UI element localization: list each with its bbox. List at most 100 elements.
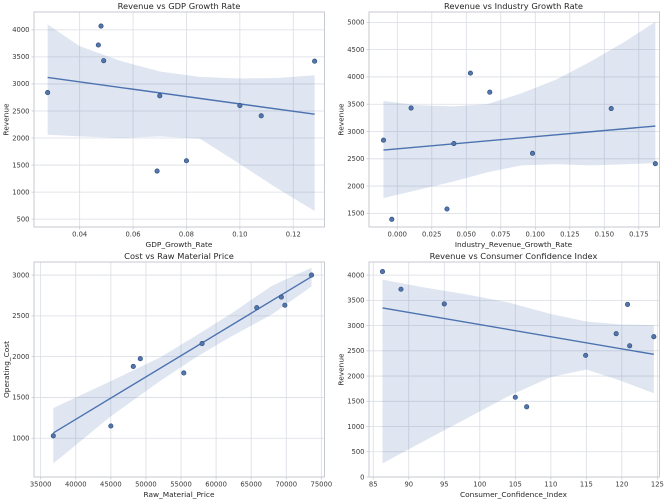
regression-line xyxy=(382,125,655,151)
y-tick-label: 0 xyxy=(360,473,364,481)
y-axis-label: Revenue xyxy=(336,353,346,386)
plot-border xyxy=(368,11,660,228)
x-tick-label: 0.100 xyxy=(525,231,544,239)
data-point xyxy=(523,404,529,410)
data-point xyxy=(512,394,518,400)
data-point xyxy=(613,331,619,337)
data-point xyxy=(95,42,101,48)
x-axis-label: Consumer_Confidence_Index xyxy=(460,490,567,499)
plot-area-revenue-vs-industry: 0.000 0.025 0.050 0.075 0.100 0.125 0.150 0.175… xyxy=(347,11,660,239)
y-tick-label: 500 xyxy=(351,448,364,456)
data-point xyxy=(137,356,143,362)
y-tick-label: 1500 xyxy=(12,394,29,402)
plot-area-revenue-vs-confidence: 85 90 95 100 105 110 115 120 125 0 500 1000 1500 2000… xyxy=(347,261,663,489)
x-tick-label: 75000 xyxy=(311,481,333,489)
confidence-band xyxy=(47,24,315,212)
x-tick-label: 115 xyxy=(579,481,592,489)
y-tick-label: 3500 xyxy=(347,101,364,109)
x-tick-label: 0.12 xyxy=(286,231,301,239)
x-tick-label: 45000 xyxy=(100,481,122,489)
x-axis-label: Raw_Material_Price xyxy=(143,490,215,499)
chart-title: Revenue vs GDP Growth Rate xyxy=(117,1,241,11)
x-tick-label: 100 xyxy=(473,481,486,489)
y-axis-label: Revenue xyxy=(336,103,346,136)
y-tick-label: 1000 xyxy=(12,435,29,443)
data-point xyxy=(308,272,315,278)
data-point xyxy=(282,302,288,308)
y-tick-label: 2500 xyxy=(12,312,29,320)
x-tick-label: 90 xyxy=(404,481,413,489)
data-point xyxy=(278,294,284,300)
data-point xyxy=(258,113,264,119)
chart-title: Cost vs Raw Material Price xyxy=(124,251,234,261)
data-point xyxy=(183,158,190,164)
confidence-band xyxy=(53,267,312,464)
x-tick-label: 0.175 xyxy=(629,231,648,239)
y-tick-label: 1500 xyxy=(347,210,364,218)
data-point xyxy=(443,206,450,212)
x-axis-label: GDP_Growth_Rate xyxy=(145,240,213,249)
x-tick-label: 50000 xyxy=(135,481,157,489)
x-tick-label: 0.025 xyxy=(422,231,441,239)
x-tick-label: 120 xyxy=(615,481,628,489)
subplot-cost-vs-raw-material-price: 35000 40000 45000 50000 55000 60000 65000 70000… xyxy=(0,250,335,500)
x-tick-label: 35000 xyxy=(30,481,52,489)
x-tick-label: 0.050 xyxy=(456,231,475,239)
regression-line xyxy=(52,276,312,434)
data-point xyxy=(652,161,658,167)
data-point xyxy=(626,343,632,349)
data-point xyxy=(608,106,614,112)
y-tick-label: 3500 xyxy=(12,53,29,61)
y-tick-label: 2000 xyxy=(347,182,364,190)
plot-border xyxy=(33,261,325,478)
data-point xyxy=(108,423,114,429)
data-point xyxy=(98,23,104,29)
y-tick-label: 3500 xyxy=(347,297,364,305)
data-point xyxy=(388,216,394,222)
plot-border xyxy=(368,261,660,478)
data-point xyxy=(624,301,630,307)
x-tick-label: 125 xyxy=(650,481,663,489)
y-tick-label: 1000 xyxy=(12,188,29,196)
data-point xyxy=(101,58,107,64)
subplot-revenue-vs-industry-growth-rate: 0.000 0.025 0.050 0.075 0.100 0.125 0.150 0.175… xyxy=(335,0,669,250)
x-tick-label: 0.075 xyxy=(491,231,510,239)
data-point xyxy=(380,137,386,143)
y-tick-label: 2000 xyxy=(12,353,29,361)
x-tick-label: 110 xyxy=(544,481,557,489)
x-tick-label: 0.000 xyxy=(387,231,406,239)
y-axis-label: Operating_Cost xyxy=(2,340,12,399)
data-point xyxy=(199,341,205,347)
y-tick-label: 4000 xyxy=(347,271,364,279)
data-point xyxy=(450,140,456,147)
data-point xyxy=(650,334,656,340)
x-tick-label: 70000 xyxy=(275,481,297,489)
chart-title: Revenue vs Industry Growth Rate xyxy=(443,1,584,11)
y-tick-label: 4000 xyxy=(12,26,29,34)
plot-area-revenue-vs-gdp: 0.04 0.06 0.08 0.10 0.12 500 1000 1500 2000 2500 3… xyxy=(12,11,325,239)
data-point xyxy=(45,90,51,96)
y-tick-label: 1500 xyxy=(347,398,364,406)
data-point xyxy=(467,70,473,76)
y-tick-label: 2000 xyxy=(12,134,29,142)
x-tick-label: 0.125 xyxy=(560,231,579,239)
x-tick-label: 0.10 xyxy=(232,231,247,239)
x-tick-label: 0.04 xyxy=(72,231,87,239)
x-tick-label: 55000 xyxy=(170,481,192,489)
x-tick-label: 85 xyxy=(368,481,377,489)
x-axis-label: Industry_Revenue_Growth_Rate xyxy=(454,240,573,249)
x-tick-label: 65000 xyxy=(240,481,262,489)
x-tick-label: 0.06 xyxy=(125,231,140,239)
y-tick-label: 2500 xyxy=(347,347,364,355)
data-point xyxy=(529,150,535,156)
data-point xyxy=(408,105,414,111)
plot-area-cost-vs-raw-material: 35000 40000 45000 50000 55000 60000 65000 70000… xyxy=(12,261,333,489)
regression-line xyxy=(47,76,315,115)
y-tick-label: 3000 xyxy=(347,128,364,136)
confidence-band xyxy=(382,21,655,199)
x-tick-label: 60000 xyxy=(205,481,227,489)
subplot-revenue-vs-gdp-growth-rate: 0.04 0.06 0.08 0.10 0.12 500 1000 1500 2000 2500 3… xyxy=(0,0,335,250)
data-point xyxy=(441,301,447,307)
data-point xyxy=(50,433,56,439)
data-point xyxy=(397,286,404,292)
